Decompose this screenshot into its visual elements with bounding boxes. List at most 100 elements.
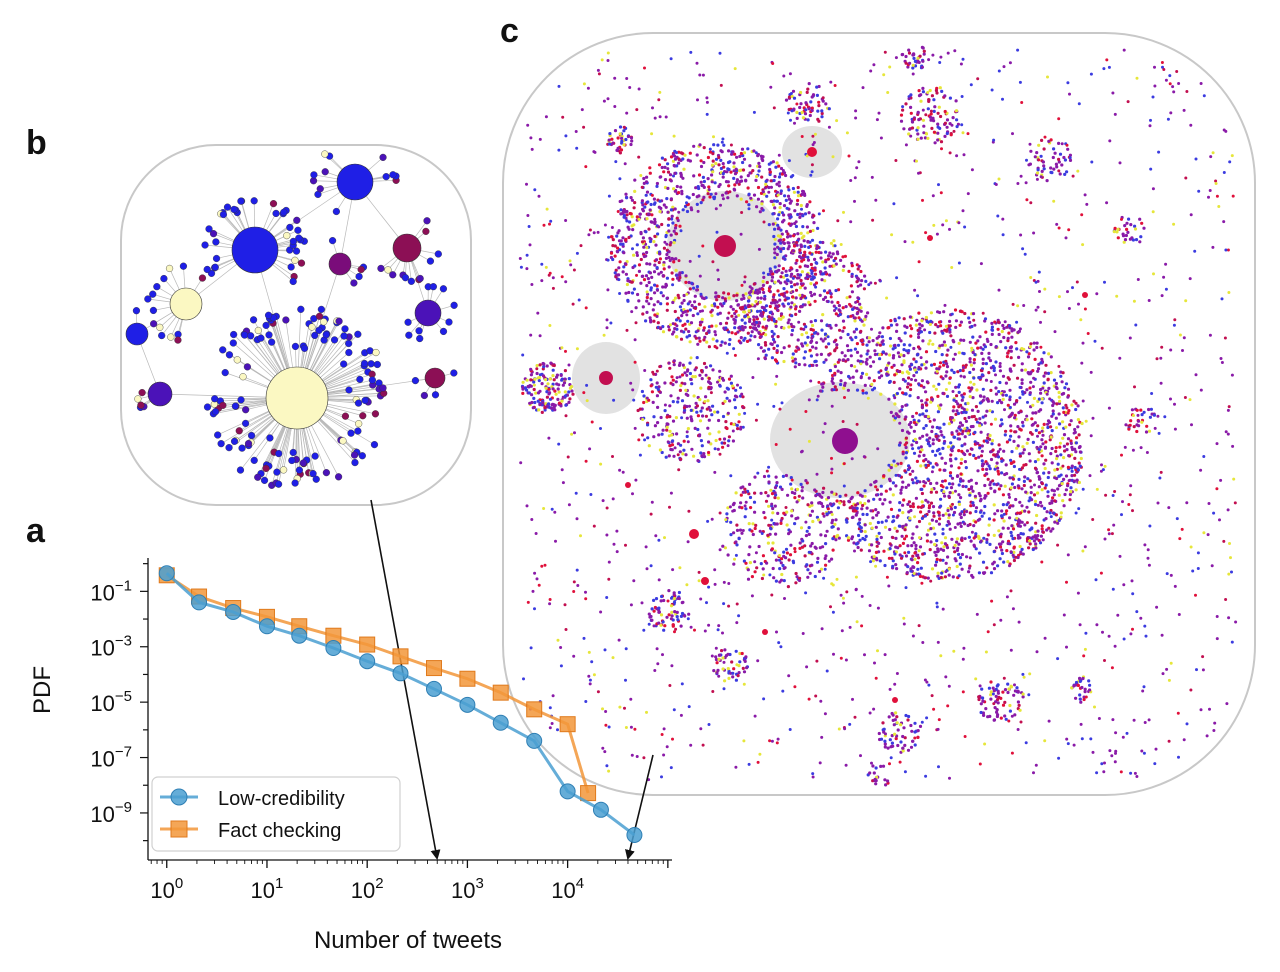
node bbox=[904, 554, 909, 558]
node bbox=[979, 539, 983, 543]
node bbox=[975, 441, 979, 445]
node bbox=[584, 459, 588, 463]
node bbox=[1044, 483, 1048, 487]
node bbox=[1045, 179, 1049, 183]
node bbox=[879, 484, 883, 488]
node bbox=[667, 454, 671, 458]
node bbox=[1036, 168, 1040, 172]
node bbox=[985, 337, 989, 341]
node bbox=[933, 141, 937, 145]
node bbox=[637, 87, 641, 91]
node bbox=[653, 291, 657, 295]
node bbox=[1031, 411, 1035, 415]
node bbox=[974, 509, 978, 514]
node bbox=[753, 526, 757, 531]
node bbox=[1077, 433, 1081, 437]
node bbox=[662, 267, 666, 271]
node bbox=[863, 274, 867, 278]
node bbox=[938, 361, 943, 365]
node bbox=[996, 401, 1000, 405]
node bbox=[893, 319, 897, 323]
node bbox=[742, 670, 747, 674]
node bbox=[555, 375, 559, 379]
node bbox=[811, 519, 815, 524]
node bbox=[685, 434, 689, 439]
node bbox=[849, 314, 853, 318]
node bbox=[613, 129, 618, 133]
node bbox=[670, 375, 674, 379]
node bbox=[798, 273, 803, 277]
node bbox=[759, 491, 763, 495]
node bbox=[988, 359, 993, 363]
node bbox=[1065, 448, 1069, 452]
node bbox=[774, 359, 779, 363]
node bbox=[929, 540, 933, 544]
node bbox=[712, 143, 716, 147]
node bbox=[760, 157, 764, 161]
node bbox=[920, 448, 924, 452]
node bbox=[930, 487, 934, 491]
node bbox=[631, 228, 635, 232]
node bbox=[771, 337, 776, 342]
node bbox=[1124, 423, 1128, 427]
node bbox=[633, 178, 637, 182]
node bbox=[762, 317, 766, 321]
node bbox=[899, 556, 904, 560]
node bbox=[878, 559, 882, 563]
node bbox=[916, 561, 920, 565]
node bbox=[627, 235, 631, 240]
node bbox=[908, 315, 913, 319]
node bbox=[984, 362, 989, 366]
node bbox=[1197, 189, 1201, 193]
node bbox=[1020, 368, 1024, 372]
node bbox=[825, 512, 829, 516]
node bbox=[1057, 474, 1061, 478]
node bbox=[845, 296, 849, 300]
node bbox=[870, 382, 874, 386]
node bbox=[889, 466, 893, 470]
node bbox=[952, 129, 956, 133]
node bbox=[968, 357, 972, 361]
node bbox=[729, 143, 733, 147]
node bbox=[653, 217, 657, 221]
node bbox=[588, 678, 592, 682]
node bbox=[1078, 676, 1082, 680]
node bbox=[925, 360, 929, 364]
node bbox=[978, 424, 982, 428]
node bbox=[897, 443, 902, 447]
node bbox=[852, 380, 856, 384]
node bbox=[793, 209, 797, 213]
node bbox=[767, 315, 771, 319]
node bbox=[809, 282, 813, 286]
node bbox=[903, 551, 907, 555]
node bbox=[971, 501, 975, 505]
node bbox=[996, 701, 1000, 705]
node bbox=[735, 293, 739, 297]
node bbox=[834, 518, 838, 522]
node bbox=[1135, 429, 1139, 434]
node bbox=[699, 451, 703, 455]
node bbox=[659, 415, 663, 420]
node bbox=[1088, 688, 1092, 692]
node bbox=[945, 353, 949, 357]
node bbox=[687, 329, 691, 334]
node bbox=[885, 372, 889, 376]
node bbox=[797, 276, 801, 280]
node bbox=[567, 377, 571, 381]
node bbox=[934, 519, 939, 523]
node bbox=[862, 287, 867, 291]
node bbox=[1080, 361, 1084, 365]
node bbox=[799, 231, 803, 235]
node bbox=[968, 493, 972, 497]
node bbox=[834, 312, 838, 316]
node bbox=[774, 532, 778, 536]
node bbox=[1224, 598, 1228, 601]
node bbox=[1061, 406, 1065, 410]
node bbox=[613, 254, 617, 258]
node bbox=[841, 268, 845, 272]
node bbox=[627, 290, 631, 295]
node bbox=[770, 356, 775, 360]
node bbox=[1002, 560, 1006, 564]
node bbox=[702, 185, 706, 189]
node bbox=[869, 509, 873, 513]
